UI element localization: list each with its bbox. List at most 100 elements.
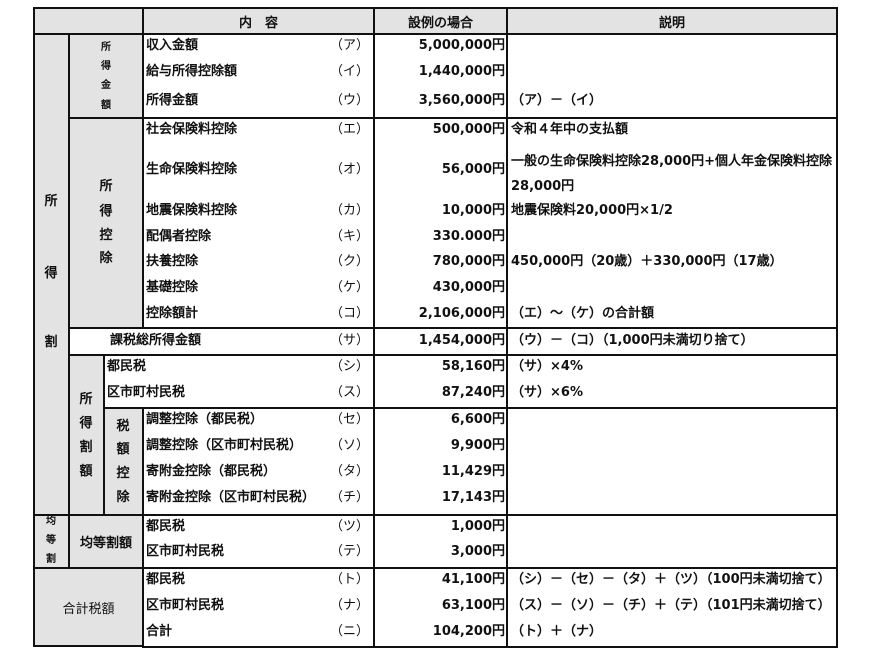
row-item: 基礎控除 bbox=[146, 280, 199, 295]
row-item: 区市町村民税 bbox=[107, 385, 186, 400]
row-amount: 10,000円 bbox=[441, 203, 505, 218]
row-label: （イ） bbox=[330, 64, 370, 79]
row-label: （ツ） bbox=[330, 519, 370, 534]
label-char: 額 bbox=[116, 442, 130, 457]
label-char: 均 bbox=[46, 516, 56, 527]
zeigaku-kojo-label-cell: 税 額 控 除 bbox=[103, 407, 144, 516]
label-char: 控 bbox=[99, 228, 113, 243]
row-label: （キ） bbox=[330, 229, 370, 244]
row-item: 収入金額 bbox=[146, 38, 199, 53]
row-amount: 5,000,000円 bbox=[418, 38, 505, 53]
row-explanation: 令和４年中の支払額 bbox=[511, 122, 629, 137]
row-amount: 9,900円 bbox=[450, 438, 505, 453]
gokei-zeigaku-label: 合計税額 bbox=[33, 567, 144, 647]
row-amount: 87,240円 bbox=[441, 385, 505, 400]
label-char: 得 bbox=[101, 61, 111, 72]
label-char: 得 bbox=[99, 204, 113, 219]
row-label: （セ） bbox=[330, 412, 370, 427]
row-item: 都民税 bbox=[146, 519, 186, 534]
explanation-cell bbox=[506, 567, 838, 648]
row-item: 社会保険料控除 bbox=[146, 122, 238, 137]
row-amount: 63,100円 bbox=[441, 598, 505, 613]
row-label: （ウ） bbox=[330, 93, 370, 108]
explanation-cell bbox=[506, 407, 838, 516]
row-label: （ト） bbox=[330, 572, 370, 587]
row-amount: 330.000円 bbox=[432, 229, 505, 244]
label-char: 除 bbox=[99, 251, 113, 266]
row-amount: 56,000円 bbox=[441, 162, 505, 177]
row-explanation: （シ）－（セ）－（タ）＋（ツ）（100円未満切捨て） bbox=[511, 572, 831, 587]
row-explanation: 一般の生命保険料控除28,000円+個人年金保険料控除28,000円 bbox=[511, 154, 833, 194]
row-item: 区市町村民税 bbox=[146, 598, 225, 613]
row-item: 生命保険料控除 bbox=[146, 162, 238, 177]
row-amount: 2,106,000円 bbox=[418, 306, 505, 321]
row-label: （ア） bbox=[330, 38, 370, 53]
row-explanation: （ト）＋（ナ） bbox=[511, 624, 603, 639]
row-amount: 1,000円 bbox=[450, 519, 505, 534]
row-item: 所得金額 bbox=[146, 93, 199, 108]
row-amount: 3,560,000円 bbox=[418, 93, 505, 108]
header-example: 設例の場合 bbox=[373, 7, 508, 35]
label-char: 得 bbox=[79, 416, 93, 431]
label-char: 所 bbox=[99, 179, 113, 194]
row-amount: 17,143円 bbox=[441, 490, 505, 505]
shotokuwari-char: 所 bbox=[44, 194, 58, 209]
row-label: （シ） bbox=[330, 359, 370, 374]
row-label: （エ） bbox=[330, 122, 370, 137]
row-explanation: （エ）～（ケ）の合計額 bbox=[511, 306, 655, 321]
row-item: 扶養控除 bbox=[146, 254, 199, 269]
row-label: （タ） bbox=[330, 464, 370, 479]
shotokuwari-char: 得 bbox=[44, 266, 58, 281]
row-item: 区市町村民税 bbox=[146, 544, 225, 559]
label-char: 控 bbox=[116, 466, 130, 481]
row-label: （ク） bbox=[330, 254, 370, 269]
label-char: 除 bbox=[116, 490, 130, 505]
header-corner bbox=[33, 7, 144, 35]
row-label: （ニ） bbox=[330, 624, 370, 639]
label-char: 所 bbox=[79, 392, 93, 407]
kintowari-gaku-label: 均等割額 bbox=[68, 514, 144, 569]
row-item: 給与所得控除額 bbox=[146, 64, 238, 79]
content-cell bbox=[142, 117, 375, 329]
row-amount: 58,160円 bbox=[441, 359, 505, 374]
row-label: （ソ） bbox=[330, 438, 370, 453]
row-explanation: （ア）－（イ） bbox=[511, 93, 603, 108]
row-label: （オ） bbox=[330, 162, 370, 177]
row-explanation: （サ）×4% bbox=[511, 359, 583, 374]
row-label: （カ） bbox=[330, 203, 370, 218]
amount-cell bbox=[373, 117, 508, 329]
row-label: （テ） bbox=[330, 544, 370, 559]
row-item: 地震保険料控除 bbox=[146, 203, 238, 218]
row-label: （コ） bbox=[330, 306, 370, 321]
row-amount: 430,000円 bbox=[432, 280, 505, 295]
label-char: 割 bbox=[46, 554, 56, 565]
label-char: 額 bbox=[79, 464, 93, 479]
row-amount: 1,440,000円 bbox=[418, 64, 505, 79]
row-item: 合計 bbox=[146, 624, 173, 639]
row-item: 寄附金控除（都民税） bbox=[146, 464, 277, 479]
row-amount: 1,454,000円 bbox=[418, 333, 505, 348]
row-explanation: （サ）×6% bbox=[511, 385, 583, 400]
row-item: 寄附金控除（区市町村民税） bbox=[146, 490, 316, 505]
shotokuwari-gaku-label-cell: 所 得 割 額 bbox=[68, 354, 105, 516]
row-explanation: 450,000円（20歳）＋330,000円（17歳） bbox=[511, 254, 783, 269]
label-char: 税 bbox=[116, 419, 130, 434]
shotokuwari-char: 割 bbox=[44, 335, 58, 350]
label-char: 等 bbox=[46, 535, 56, 546]
row-item: 都民税 bbox=[107, 359, 147, 374]
row-amount: 3,000円 bbox=[450, 544, 505, 559]
row-amount: 41,100円 bbox=[441, 572, 505, 587]
header-explanation: 説明 bbox=[506, 7, 838, 35]
shotokuwari-label-cell: 所 得 割 bbox=[33, 33, 70, 516]
row-label: （ス） bbox=[330, 385, 370, 400]
row-label: （ナ） bbox=[330, 598, 370, 613]
label-char: 金 bbox=[101, 80, 111, 91]
explanation-cell bbox=[506, 514, 838, 569]
row-label: （チ） bbox=[330, 490, 370, 505]
row-explanation: 地震保険料20,000円×1/2 bbox=[511, 203, 673, 218]
row-item: 都民税 bbox=[146, 572, 186, 587]
row-amount: 11,429円 bbox=[441, 464, 505, 479]
label-char: 所 bbox=[101, 42, 111, 53]
row-amount: 500,000円 bbox=[432, 122, 505, 137]
row-item: 配偶者控除 bbox=[146, 229, 212, 244]
